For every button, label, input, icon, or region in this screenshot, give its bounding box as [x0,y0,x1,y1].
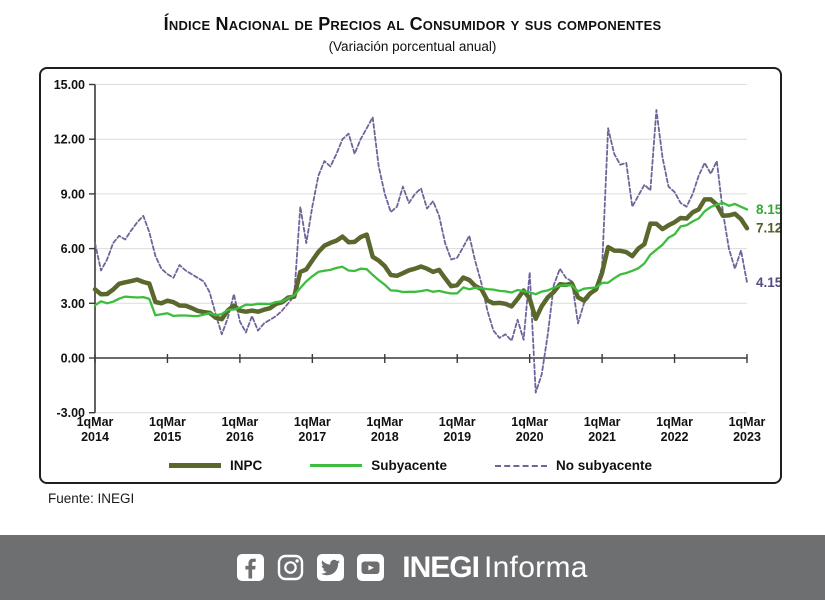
y-axis-label: 9.00 [61,187,85,201]
x-axis-label-year: 2023 [733,430,761,444]
x-axis-label-year: 2017 [298,430,326,444]
chart-box: 15.00 12.00 9.00 6.00 3.00 0.00 -3.00 1qMar 2014… [39,67,782,484]
x-axis-label-year: 2021 [588,430,616,444]
series-line-subyacente [93,201,749,318]
x-axis-label-year: 2015 [154,430,182,444]
y-axis-label: 15.00 [54,78,85,92]
x-axis-label: 1qMar [656,415,693,429]
x-axis-label: 1qMar [77,415,114,429]
x-axis-label-year: 2020 [516,430,544,444]
x-axis-label-year: 2022 [661,430,689,444]
inpc-line-swatch [168,463,221,468]
y-axis-label: 3.00 [61,297,85,311]
twitter-icon[interactable] [317,554,345,581]
x-axis-label: 1qMar [729,415,766,429]
y-axis-label: -3.00 [57,406,86,420]
x-axis-label: 1qMar [511,415,548,429]
legend-label-subyacente: Subyacente [371,458,447,473]
logo-inegi-text: INEGI [402,550,480,584]
y-axis-label: 12.00 [54,133,85,147]
facebook-icon[interactable] [237,554,265,581]
logo-informa-text: Informa [483,550,588,584]
youtube-play-glyph [361,561,380,574]
x-axis-label: 1qMar [221,415,258,429]
instagram-glyph [278,554,304,581]
x-axis-label: 1qMar [439,415,476,429]
chart-title: Índice Nacional de Precios al Consumidor… [163,14,662,34]
legend-label-inpc: INPC [229,458,263,473]
legend-label-no-subyacente: No subyacente [556,458,653,473]
chart-subtitle: (Variación porcentual anual) [328,39,497,54]
series-end-label-inpc: 7.12 [756,221,780,236]
social-icons [237,554,385,581]
legend-item-inpc: INPC [168,458,263,473]
legend-item-subyacente: Subyacente [310,458,447,473]
twitter-bird-glyph [321,559,341,576]
x-axis-label: 1qMar [584,415,621,429]
x-axis-label: 1qMar [366,415,403,429]
x-axis-label: 1qMar [149,415,186,429]
series-line-no-subyacente [94,109,748,394]
series-end-label-subyacente: 8.15 [756,202,780,217]
legend-item-no-subyacente: No subyacente [495,458,652,473]
footer-bar: INEGI Informa [0,535,825,600]
y-axis-label: 6.00 [61,242,85,256]
inegi-informa-logo: INEGI Informa [402,551,588,585]
x-axis-label-year: 2018 [371,430,399,444]
chart-plot-area: 15.0012.009.006.003.000.00-3.001qMar2014… [54,78,780,444]
series-end-label-no-subyacente: 4.15 [756,275,780,290]
y-axis-label: 0.00 [61,352,85,366]
source-note: Fuente: INEGI [48,491,135,506]
chart-legend: INPC Subyacente No subyacente [41,458,780,473]
subyacente-line-swatch [310,464,363,467]
x-axis-label-year: 2016 [226,430,254,444]
x-axis-label-year: 2019 [443,430,471,444]
x-axis-label-year: 2014 [81,430,109,444]
instagram-icon[interactable] [277,554,304,581]
series-line-inpc [92,197,750,322]
youtube-icon[interactable] [357,554,385,581]
facebook-glyph [245,558,256,579]
no-subyacente-line-swatch [495,464,547,467]
x-axis-label: 1qMar [294,415,331,429]
